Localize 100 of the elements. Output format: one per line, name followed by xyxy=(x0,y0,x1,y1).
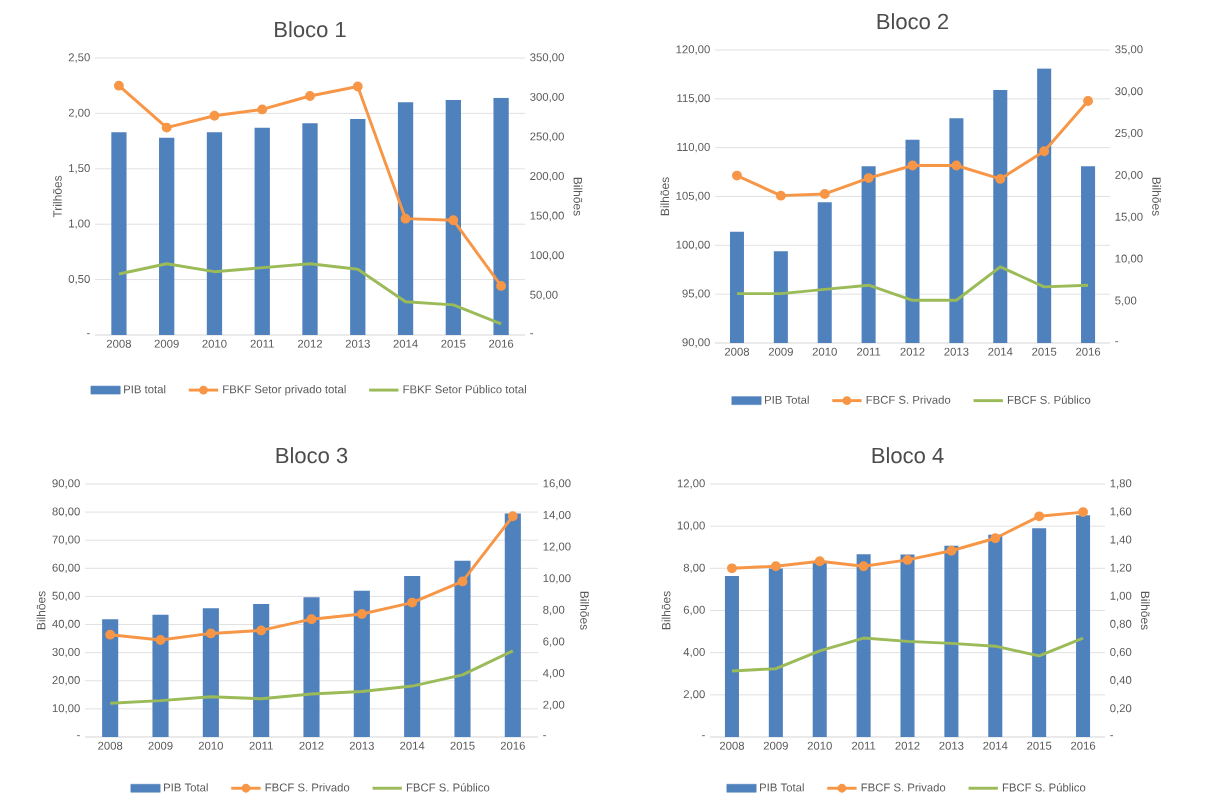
y2-tick-label: 35,00 xyxy=(1115,45,1143,55)
x-tick-label: 2008 xyxy=(719,741,745,750)
y2-axis-title: Bilhões xyxy=(573,177,583,216)
y2-tick-label: - xyxy=(1115,341,1118,343)
y-tick-label: 40,00 xyxy=(52,619,80,630)
y-tick-label: 20,00 xyxy=(52,676,80,686)
y2-tick-label: 150,00 xyxy=(530,211,564,221)
y-axis-title: Trilhões xyxy=(52,175,62,218)
y2-tick-label: 250,00 xyxy=(530,132,564,142)
point xyxy=(507,511,518,522)
chart-title: Bloco 1 xyxy=(275,21,346,38)
y-axis-title: Bilhões xyxy=(661,591,671,630)
bar xyxy=(206,132,223,335)
y-axis-title: Bilhões xyxy=(660,177,670,216)
y2-tick-label: 1,60 xyxy=(1110,507,1132,517)
point xyxy=(155,635,166,645)
bar xyxy=(159,137,175,335)
x-tick-label: 2008 xyxy=(106,339,132,348)
y-tick-label: 10,00 xyxy=(52,704,80,714)
point xyxy=(305,91,315,101)
x-tick-label: 2014 xyxy=(988,347,1013,356)
bar xyxy=(812,561,827,737)
point xyxy=(990,533,1001,544)
y-tick-label: 8,00 xyxy=(683,563,705,573)
legend-label: FBKF Setor Público total xyxy=(403,384,526,394)
bar xyxy=(404,575,421,737)
x-tick-label: 2016 xyxy=(489,339,514,348)
y-tick-label: 105,00 xyxy=(676,191,710,202)
x-tick-label: 2014 xyxy=(400,741,425,750)
x-tick-label: 2012 xyxy=(895,741,920,750)
legend-label: FBCF S. Público xyxy=(1007,395,1091,404)
x-tick-label: 2013 xyxy=(944,347,969,356)
point xyxy=(819,189,830,199)
bar xyxy=(152,614,169,737)
legend-label: FBCF S. Privado xyxy=(866,395,951,404)
y2-axis-title: Bilhões xyxy=(1152,177,1162,216)
y2-tick-label: 6,00 xyxy=(543,637,565,647)
legend-label: PIB Total xyxy=(164,783,208,792)
bar xyxy=(1076,515,1091,737)
y2-tick-label: 16,00 xyxy=(543,479,571,489)
y2-tick-label: 50,00 xyxy=(530,290,558,301)
y2-tick-label: 5,00 xyxy=(1115,296,1137,306)
point xyxy=(209,110,220,121)
point xyxy=(356,609,367,619)
y2-tick-label: 1,40 xyxy=(1110,535,1132,545)
x-tick-label: 2015 xyxy=(450,741,475,750)
x-tick-label: 2011 xyxy=(250,339,274,348)
x-tick-label: 2010 xyxy=(812,347,837,356)
y-tick-label: 2,50 xyxy=(68,53,90,63)
legend-label: PIB Total xyxy=(760,783,804,792)
y-tick-label: 1,50 xyxy=(69,164,90,174)
x-tick-label: 2012 xyxy=(299,741,324,750)
y-tick-label: 50,00 xyxy=(52,591,80,602)
bar xyxy=(102,619,119,737)
y-tick-label: 1,00 xyxy=(69,219,90,229)
point xyxy=(732,170,742,181)
y-tick-label: 2,00 xyxy=(683,690,705,700)
y-tick-label: 0,50 xyxy=(68,274,90,285)
bar xyxy=(202,608,219,737)
y-tick-label: - xyxy=(702,735,705,737)
bar xyxy=(454,560,471,737)
legend-label: PIB Total xyxy=(765,395,809,404)
chart-title: Bloco 4 xyxy=(872,447,944,464)
x-tick-label: 2016 xyxy=(1071,741,1096,750)
x-tick-label: 2015 xyxy=(1027,741,1052,750)
point xyxy=(946,545,957,556)
x-tick-label: 2015 xyxy=(1032,347,1057,356)
point xyxy=(727,563,737,574)
y2-axis-title: Bilhões xyxy=(1140,591,1150,630)
y-axis-title: Bilhões xyxy=(36,591,46,630)
y-tick-label: 2,00 xyxy=(68,108,90,119)
y2-tick-label: 25,00 xyxy=(1115,129,1143,139)
y2-tick-label: 10,00 xyxy=(543,574,571,584)
point xyxy=(306,614,317,625)
x-tick-label: 2015 xyxy=(441,339,466,348)
y2-tick-label: 30,00 xyxy=(1115,87,1143,97)
x-tick-label: 2008 xyxy=(98,741,123,750)
bar xyxy=(724,575,739,737)
y-tick-label: 4,00 xyxy=(683,647,705,658)
y-tick-label: - xyxy=(77,735,80,737)
legend-label: PIB total xyxy=(124,384,166,394)
x-tick-label: 2016 xyxy=(500,741,525,750)
bar xyxy=(988,534,1003,737)
y2-tick-label: - xyxy=(543,735,546,737)
point xyxy=(902,554,913,565)
bar xyxy=(302,123,318,335)
y-tick-label: 110,00 xyxy=(677,142,710,153)
y2-tick-label: 8,00 xyxy=(543,605,565,616)
bar xyxy=(397,102,414,335)
bar xyxy=(944,545,959,737)
line-series xyxy=(108,649,515,705)
y-tick-label: 10,00 xyxy=(677,521,705,531)
point xyxy=(256,625,267,636)
point xyxy=(951,160,962,171)
legend-label: FBCF S. Privado xyxy=(265,783,350,792)
legend-label: FBCF S. Público xyxy=(1002,783,1086,792)
y2-tick-label: 14,00 xyxy=(543,510,571,521)
point xyxy=(113,80,124,91)
y2-tick-label: 100,00 xyxy=(530,251,564,261)
bar xyxy=(303,597,320,737)
